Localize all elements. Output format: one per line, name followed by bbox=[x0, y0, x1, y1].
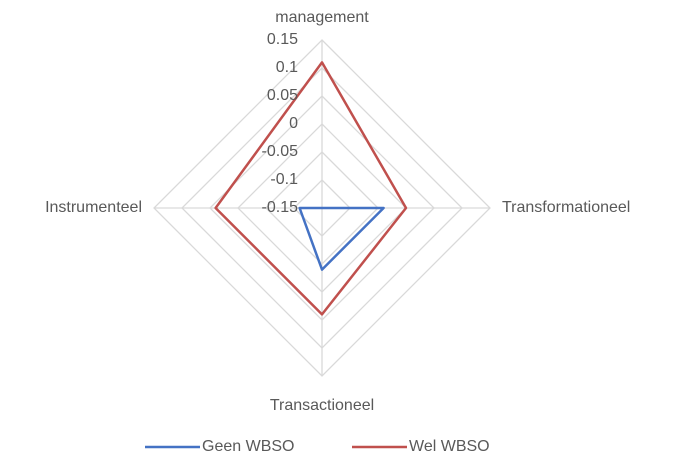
category-label: Instrumenteel bbox=[45, 199, 142, 216]
category-label: management bbox=[275, 9, 369, 26]
category-label: Transformationeel bbox=[502, 199, 630, 216]
y-tick-label: 0.1 bbox=[276, 59, 298, 76]
y-tick-label: 0.05 bbox=[267, 87, 298, 104]
series-line bbox=[298, 206, 385, 271]
y-tick-label: 0.15 bbox=[267, 31, 298, 48]
legend-label: Geen WBSO bbox=[202, 438, 294, 455]
y-tick-label: -0.15 bbox=[262, 199, 299, 216]
y-tick-label: -0.1 bbox=[270, 171, 298, 188]
y-tick-label: 0 bbox=[289, 115, 298, 132]
category-label: Transactioneel bbox=[270, 397, 374, 414]
legend-label: Wel WBSO bbox=[409, 438, 490, 455]
series-line bbox=[214, 61, 408, 316]
y-tick-label: -0.05 bbox=[262, 143, 299, 160]
